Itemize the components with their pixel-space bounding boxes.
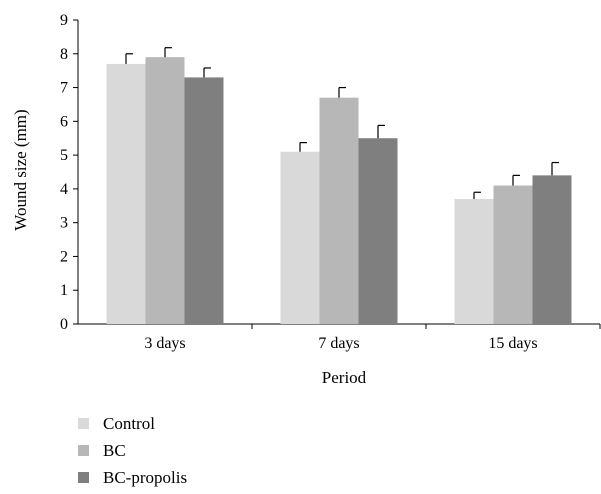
legend-swatch-bc-propolis [78,472,89,483]
y-tick-label-0: 0 [60,316,68,333]
bar-bc-propolis-2 [532,175,572,324]
y-axis-title: Wound size (mm) [11,109,30,230]
y-tick-label-9: 9 [60,12,68,29]
legend-swatch-control [78,418,89,429]
y-tick-label-6: 6 [60,113,68,130]
legend-label-bc: BC [103,440,126,460]
legend-item-bc-propolis: BC-propolis [78,464,187,491]
legend-swatch-bc [78,445,89,456]
bar-bc-propolis-0 [184,77,224,324]
y-tick-label-3: 3 [60,215,68,232]
x-tick-label-2: 15 days [488,335,537,352]
x-axis-title: Period [322,368,367,387]
bar-bc-propolis-1 [358,138,398,324]
x-tick-label-0: 3 days [144,335,185,352]
bar-control-2 [454,199,494,324]
y-tick-label-2: 2 [60,248,68,265]
x-tick-label-1: 7 days [318,335,359,352]
y-tick-label-1: 1 [60,282,68,299]
legend-item-bc: BC [78,437,187,464]
y-tick-label-8: 8 [60,46,68,63]
bar-chart: 0 1 2 3 4 5 6 7 8 9 3 days 7 days 15 days Period Wou… [11,12,601,387]
plot-area: 0 1 2 3 4 5 6 7 8 9 3 days 7 days 15 days [60,12,601,352]
legend-label-bc-propolis: BC-propolis [103,467,188,487]
bar-control-1 [280,151,320,324]
y-tick-label-7: 7 [60,80,68,97]
bar-bc-1 [319,97,359,324]
y-tick-label-4: 4 [60,181,68,198]
bar-bc-0 [145,57,185,325]
legend-item-control: Control [78,410,187,437]
bar-bc-2 [493,185,533,324]
legend: Control BC BC-propolis [78,410,187,491]
y-tick-label-5: 5 [60,147,68,164]
bar-control-0 [106,63,146,325]
legend-label-control: Control [103,413,155,433]
